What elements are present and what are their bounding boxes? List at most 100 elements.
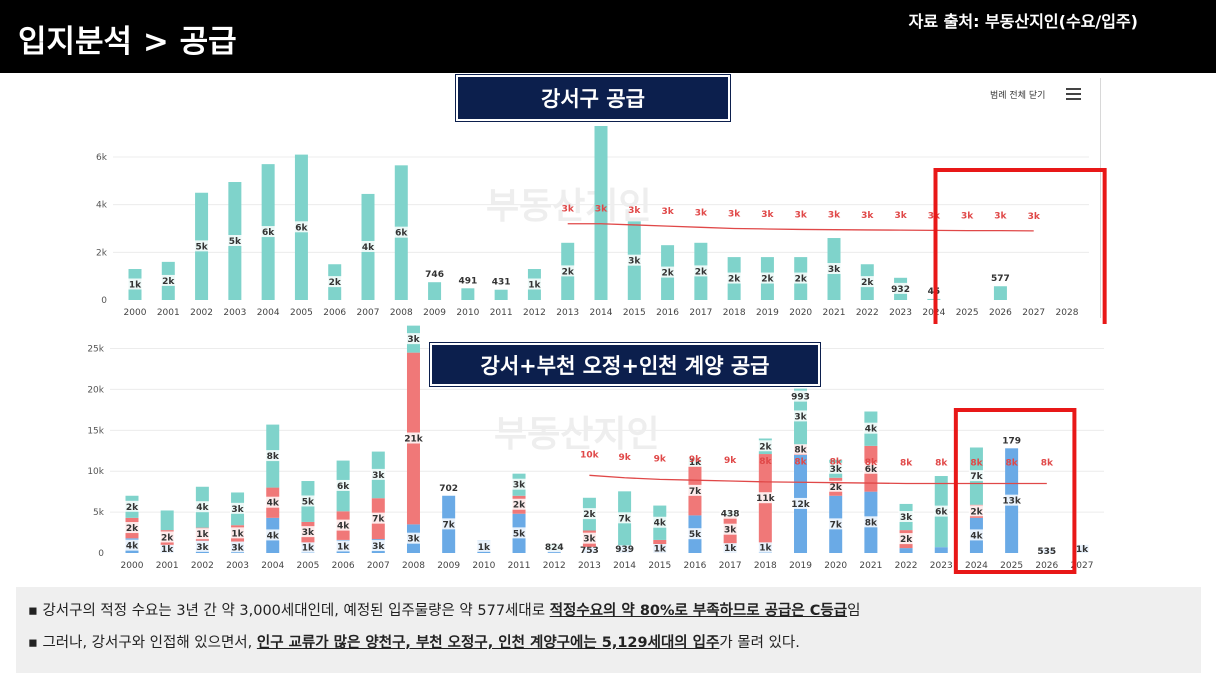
trend-label-2027: 3k bbox=[1028, 212, 1041, 222]
data-label-2001-s0-bg bbox=[160, 274, 176, 286]
data-label-2005-s1-bg bbox=[300, 526, 316, 538]
note-1-emphasis: 적정수요의 약 80%로 부족하므로 공급은 C등급 bbox=[549, 603, 848, 619]
data-label-2009-s2-bg bbox=[438, 481, 460, 493]
data-label-2020-s0-bg bbox=[793, 272, 809, 284]
y-tick-label: 25k bbox=[87, 345, 104, 355]
data-label-2008-s1-bg bbox=[403, 432, 424, 444]
total-label-2019: 993 bbox=[791, 393, 810, 403]
x-tick-label: 2011 bbox=[508, 561, 531, 571]
data-label-2016-s0: 5k bbox=[689, 530, 702, 540]
data-label-2017-s1-bg bbox=[722, 523, 738, 535]
x-tick-label: 2027 bbox=[1071, 561, 1094, 571]
bar-2010-s0 bbox=[461, 288, 475, 300]
trend-label-2017: 9k bbox=[724, 456, 737, 466]
data-label-2007-s1: 7k bbox=[372, 515, 385, 525]
x-tick-label: 2011 bbox=[490, 308, 513, 318]
data-label-2019-s0-bg bbox=[790, 497, 811, 509]
data-label-2026-s0-bg bbox=[990, 272, 1011, 284]
hamburger-menu-icon[interactable] bbox=[1066, 88, 1081, 100]
data-label-2001-s0: 2k bbox=[162, 277, 175, 287]
data-label-2027-s0-bg bbox=[1074, 542, 1090, 554]
data-label-2014-s0-bg bbox=[614, 543, 635, 555]
trend-label-2026: 8k bbox=[1041, 458, 1054, 468]
data-label-2011-s0: 5k bbox=[513, 529, 526, 539]
data-label-2026-s0: 535 bbox=[1037, 547, 1056, 557]
y-tick-label: 5k bbox=[93, 508, 105, 518]
x-tick-label: 2021 bbox=[859, 561, 882, 571]
data-label-2000-s0-bg bbox=[124, 539, 140, 551]
bar-2001-s2 bbox=[160, 510, 174, 531]
data-label-2004-s0-bg bbox=[260, 226, 276, 238]
data-label-2016-s0-bg bbox=[687, 528, 703, 540]
data-label-2016-s0-bg bbox=[659, 266, 676, 278]
data-label-2014-s2: 7k bbox=[618, 514, 631, 524]
data-label-2008-s0-bg bbox=[393, 226, 409, 238]
trend-label-2014: 3k bbox=[595, 205, 608, 215]
data-label-2013-s0: 2k bbox=[562, 267, 575, 277]
bar-2026-s0 bbox=[993, 286, 1007, 300]
data-label-2004-s1: 4k bbox=[267, 499, 280, 509]
data-label-2015-s0: 3k bbox=[628, 257, 641, 267]
data-label-2000-s0: 4k bbox=[126, 542, 139, 552]
total-label-2019-bg bbox=[790, 390, 811, 402]
data-label-2010-s0: 491 bbox=[458, 276, 477, 286]
data-label-2017-s0-bg bbox=[693, 265, 709, 277]
data-label-2002-s1-bg bbox=[194, 528, 210, 540]
data-label-2018-s1-bg bbox=[754, 492, 776, 504]
data-label-2027-s0: 1k bbox=[1076, 545, 1089, 555]
data-label-2011-s0-bg bbox=[490, 275, 512, 287]
data-label-2007-s0-bg bbox=[370, 540, 386, 552]
x-tick-label: 2021 bbox=[823, 308, 846, 318]
data-label-2007-s2: 3k bbox=[372, 471, 385, 481]
data-label-2008-s2: 3k bbox=[407, 335, 420, 345]
bar-2009-s0 bbox=[428, 282, 442, 300]
data-label-2013-s1-bg bbox=[581, 532, 598, 544]
data-label-2021-s2-bg bbox=[863, 422, 879, 434]
data-label-2017-s0: 1k bbox=[724, 544, 737, 554]
data-label-2015-s0-bg bbox=[652, 542, 668, 554]
data-label-2021-s1: 6k bbox=[865, 465, 878, 475]
data-label-2006-s0: 2k bbox=[329, 278, 342, 288]
data-label-2003-s0-bg bbox=[227, 235, 243, 247]
data-label-2005-s0-bg bbox=[300, 541, 316, 553]
data-label-2009-s0-bg bbox=[424, 268, 445, 280]
page-title: 입지분석 > 공급 bbox=[18, 24, 237, 60]
data-label-2021-s0: 3k bbox=[828, 265, 841, 275]
legend-toggle-button[interactable]: 범례 전체 닫기 bbox=[990, 91, 1046, 101]
source-credit: 자료 출처: 부동산지인(수요/입주) bbox=[908, 12, 1138, 31]
data-label-2012-s0: 1k bbox=[528, 281, 541, 291]
data-label-2024-s1-bg bbox=[968, 505, 985, 517]
x-tick-label: 2000 bbox=[124, 308, 147, 318]
x-tick-label: 2026 bbox=[989, 308, 1012, 318]
x-tick-label: 2027 bbox=[1022, 308, 1045, 318]
trend-label-2026: 3k bbox=[994, 212, 1007, 222]
x-tick-label: 2003 bbox=[223, 308, 246, 318]
highlight-box bbox=[933, 168, 1107, 324]
data-label-2009-s2: 702 bbox=[439, 484, 458, 494]
data-label-2013-s1: 3k bbox=[583, 535, 596, 545]
data-label-2012-s0-bg bbox=[526, 278, 543, 290]
data-label-2002-s2-bg bbox=[194, 501, 210, 513]
x-tick-label: 2018 bbox=[754, 561, 777, 571]
data-label-2020-s0: 2k bbox=[795, 275, 808, 285]
data-label-2018-s2: 2k bbox=[759, 442, 772, 452]
x-tick-label: 2003 bbox=[226, 561, 249, 571]
x-tick-label: 2000 bbox=[121, 561, 144, 571]
trend-label-2016: 9k bbox=[689, 455, 702, 465]
x-tick-label: 2008 bbox=[402, 561, 425, 571]
data-label-2016-s1-bg bbox=[687, 484, 703, 496]
data-label-2024-s1: 2k bbox=[970, 507, 983, 517]
x-tick-label: 2015 bbox=[623, 308, 646, 318]
data-label-2019-s0: 12k bbox=[791, 500, 811, 510]
x-tick-label: 2025 bbox=[956, 308, 979, 318]
x-tick-label: 2017 bbox=[719, 561, 742, 571]
data-label-2000-s2: 2k bbox=[126, 503, 139, 513]
data-label-2006-s0: 1k bbox=[337, 542, 350, 552]
trend-label-2018: 3k bbox=[728, 209, 741, 219]
x-tick-label: 2010 bbox=[456, 308, 479, 318]
bar-2014-s0 bbox=[594, 126, 608, 300]
data-label-2023-s2: 6k bbox=[935, 508, 948, 518]
data-label-2020-s2: 3k bbox=[830, 465, 843, 475]
y-tick-label: 0 bbox=[101, 296, 107, 306]
data-label-2006-s0-bg bbox=[335, 540, 351, 552]
